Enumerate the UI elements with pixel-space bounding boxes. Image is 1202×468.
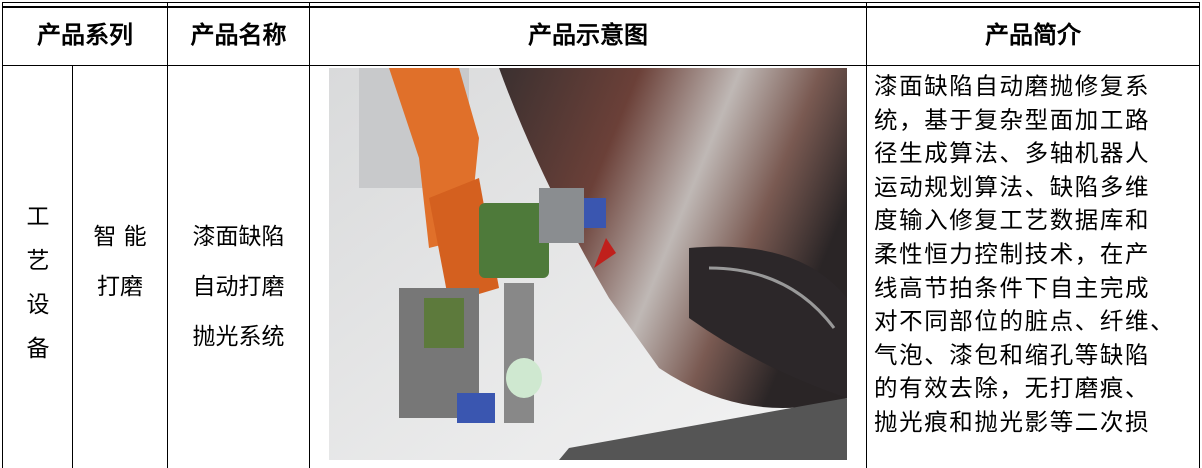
description-line: 统，基于复杂型面加工路 xyxy=(874,105,1151,134)
description-line: 线高节拍条件下自主完成 xyxy=(874,273,1151,302)
header-cell: 产品简介 xyxy=(985,20,1081,49)
description-line: 对不同部位的脏点、纤维、 xyxy=(874,307,1176,336)
header-cell: 产品系列 xyxy=(37,20,133,49)
name-cell: 漆面缺陷自动打磨抛光系统 xyxy=(168,212,309,362)
category-cell: 工艺设备 xyxy=(26,204,50,362)
name-line: 漆面缺陷 xyxy=(192,224,285,250)
header-cell: 产品名称 xyxy=(190,20,287,49)
description-line: 漆面缺陷自动磨抛修复系 xyxy=(874,72,1151,100)
border xyxy=(309,2,310,468)
subcategory-line: 智 能 xyxy=(93,224,147,250)
border xyxy=(72,66,73,468)
border xyxy=(1199,2,1200,468)
subcategory-cell: 智 能打磨 xyxy=(73,212,167,312)
border xyxy=(2,6,1200,8)
subcategory-line: 打磨 xyxy=(97,274,143,300)
description-line: 度输入修复工艺数据库和 xyxy=(874,206,1151,235)
description-cell: 漆面缺陷自动磨抛修复系 统，基于复杂型面加工路 径生成算法、多轴机器人 运动规划算法、… xyxy=(874,70,1198,440)
description-line: 抛光痕和抛光影等二次损 xyxy=(874,407,1151,436)
description-line: 柔性恒力控制技术，在产 xyxy=(874,239,1151,268)
name-line: 抛光系统 xyxy=(192,324,285,350)
header-cell: 产品示意图 xyxy=(528,20,648,49)
product-image xyxy=(329,68,847,460)
border xyxy=(167,2,168,468)
border xyxy=(2,2,3,468)
border xyxy=(2,2,1200,3)
description-line: 运动规划算法、缺陷多维 xyxy=(874,172,1151,201)
name-line: 自动打磨 xyxy=(192,274,285,300)
description-line: 的有效去除，无打磨痕、 xyxy=(874,374,1151,403)
border xyxy=(2,65,1200,66)
description-line: 径生成算法、多轴机器人 xyxy=(874,139,1151,168)
description-line: 气泡、漆包和缩孔等缺陷 xyxy=(874,340,1151,369)
border xyxy=(866,2,867,468)
